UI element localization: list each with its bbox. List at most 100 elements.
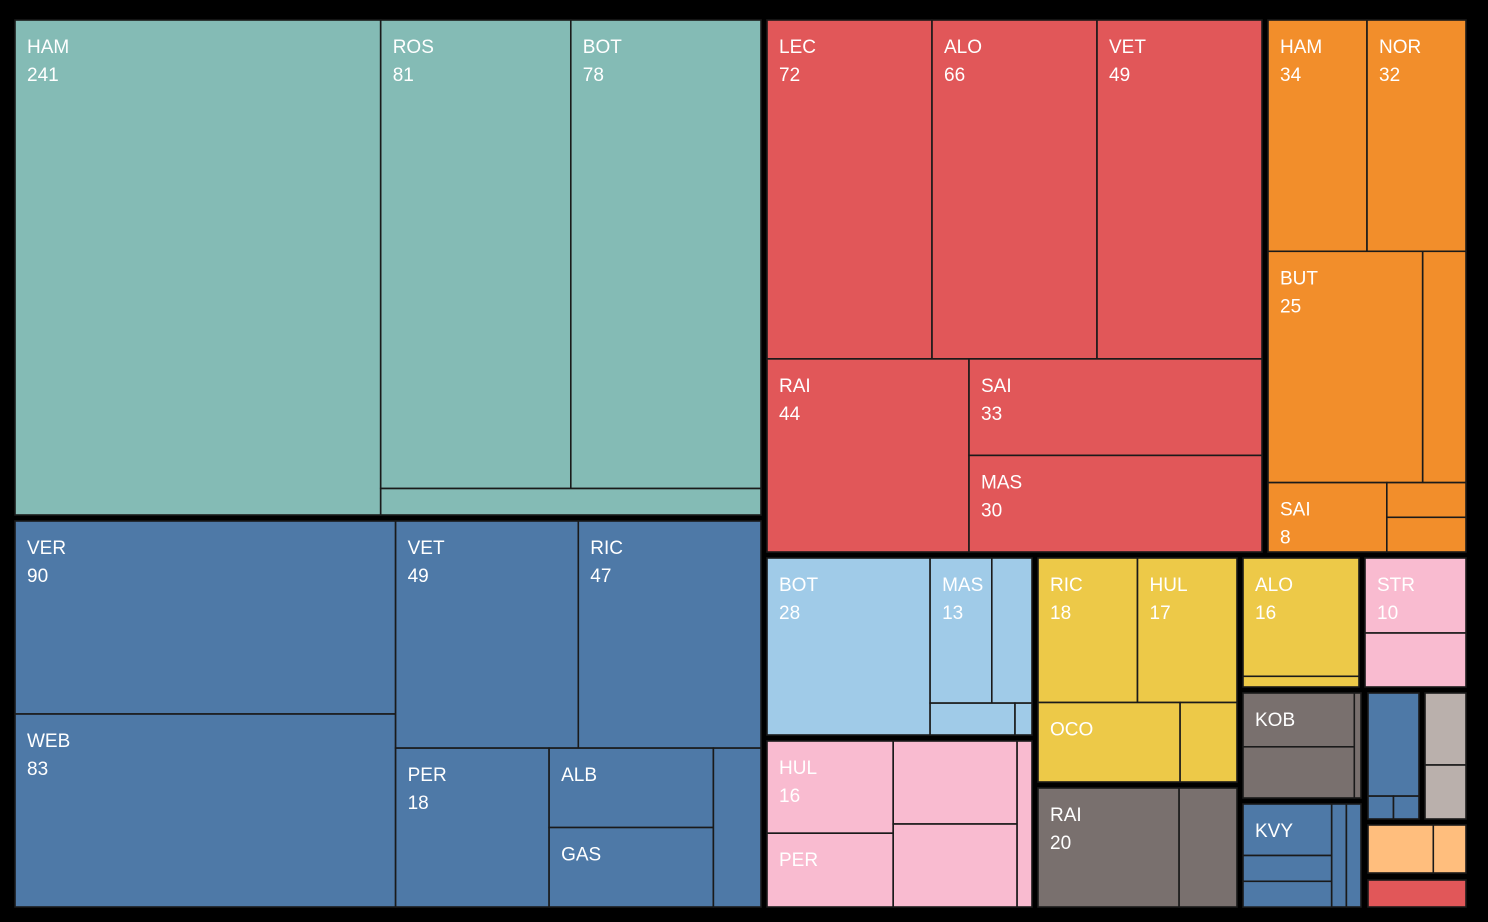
- treemap-group: RIC 18 HUL 17 OCO: [1037, 557, 1238, 783]
- treemap-cell[interactable]: [1242, 880, 1333, 908]
- treemap-cell[interactable]: [1386, 516, 1467, 553]
- treemap-cell[interactable]: [892, 740, 1018, 825]
- treemap-cell[interactable]: [1424, 764, 1467, 820]
- treemap-cell[interactable]: [1267, 19, 1368, 253]
- cell-value: 72: [779, 65, 800, 86]
- treemap-group: RAI 20: [1037, 787, 1238, 908]
- treemap-cell[interactable]: [1242, 557, 1360, 678]
- treemap-cell[interactable]: [1364, 557, 1467, 634]
- treemap-cell[interactable]: [1242, 854, 1333, 883]
- treemap-group: BOT 28 MAS 13: [766, 557, 1033, 736]
- treemap-cell[interactable]: [548, 826, 715, 908]
- treemap-cell[interactable]: [1014, 702, 1033, 736]
- treemap-cell[interactable]: [712, 747, 762, 908]
- treemap-cell[interactable]: [1353, 692, 1362, 799]
- treemap-cell[interactable]: [1421, 250, 1467, 484]
- treemap-group: KOB: [1242, 692, 1362, 799]
- treemap-cell[interactable]: [1367, 824, 1435, 874]
- treemap-group: LEC 72 ALO 66 VET 49 RAI 44 SAI 33 MAS 30: [766, 19, 1263, 553]
- treemap-cell[interactable]: [766, 358, 970, 553]
- treemap-group: VER 90 WEB 83 VET 49 RIC 47 PER 18 ALB GAS: [14, 520, 762, 908]
- treemap-cell[interactable]: [1178, 787, 1238, 908]
- treemap-cell[interactable]: [1037, 701, 1181, 783]
- treemap-cell[interactable]: [1242, 745, 1356, 799]
- cell-value: 16: [779, 786, 800, 807]
- treemap-cell[interactable]: [1330, 803, 1348, 908]
- cell-value: 90: [27, 566, 48, 587]
- treemap-group: HAM 34 NOR 32 BUT 25 SAI 8: [1267, 19, 1467, 553]
- treemap-cell[interactable]: [1242, 692, 1356, 748]
- treemap-cell[interactable]: [766, 740, 894, 834]
- treemap-cell[interactable]: [569, 19, 762, 490]
- treemap-cell[interactable]: [577, 520, 762, 749]
- cell-value: 49: [1109, 65, 1130, 86]
- cell-value: 20: [1050, 833, 1071, 854]
- cell-label: NOR: [1379, 37, 1421, 58]
- cell-label: VET: [1109, 37, 1146, 58]
- treemap-cell[interactable]: [1432, 824, 1467, 874]
- treemap-cell[interactable]: [1096, 19, 1263, 360]
- treemap-group: STR 10: [1364, 557, 1467, 688]
- cell-label: LEC: [779, 37, 816, 58]
- treemap-cell[interactable]: [14, 520, 397, 715]
- treemap-cell[interactable]: [1016, 740, 1033, 908]
- treemap-cell[interactable]: [968, 358, 1263, 457]
- treemap-cell[interactable]: [548, 747, 715, 829]
- treemap-cell[interactable]: [766, 557, 931, 736]
- cell-label: WEB: [27, 731, 70, 752]
- treemap-cell[interactable]: [1424, 692, 1467, 766]
- cell-label: ROS: [393, 37, 434, 58]
- cell-value: 78: [583, 65, 604, 86]
- treemap-cell[interactable]: [931, 19, 1098, 360]
- cell-value: 28: [779, 603, 800, 624]
- treemap-cell[interactable]: [394, 520, 580, 749]
- treemap-cell[interactable]: [1037, 557, 1139, 704]
- treemap-cell[interactable]: [968, 454, 1263, 553]
- treemap-cell[interactable]: [1242, 675, 1360, 688]
- treemap-cell[interactable]: [14, 19, 382, 516]
- cell-value: 8: [1280, 528, 1291, 549]
- treemap-group: HAM 241 ROS 81 BOT 78: [14, 19, 762, 516]
- treemap-cell[interactable]: [990, 557, 1033, 704]
- treemap-cell[interactable]: [379, 19, 572, 490]
- cell-label: RAI: [1050, 805, 1082, 826]
- treemap-cell[interactable]: [14, 713, 397, 908]
- cell-label: BOT: [583, 37, 622, 58]
- cell-value: 34: [1280, 65, 1302, 86]
- cell-label: OCO: [1050, 720, 1093, 741]
- treemap-cell[interactable]: [929, 702, 1016, 736]
- treemap-cell[interactable]: [1242, 803, 1333, 857]
- cell-value: 44: [779, 404, 801, 425]
- cell-value: 10: [1377, 603, 1398, 624]
- treemap-cell[interactable]: [1364, 632, 1467, 688]
- treemap-cell[interactable]: [1267, 250, 1424, 484]
- treemap-group: HUL 16 PER: [766, 740, 1033, 908]
- cell-label: BUT: [1280, 268, 1318, 289]
- cell-value: 33: [981, 404, 1002, 425]
- treemap-cell[interactable]: [1386, 481, 1467, 519]
- treemap-cell[interactable]: [1037, 787, 1180, 908]
- treemap-cell[interactable]: [766, 19, 933, 360]
- treemap-cell[interactable]: [1367, 879, 1467, 908]
- cell-label: GAS: [561, 845, 601, 866]
- treemap-cell[interactable]: [1345, 803, 1362, 908]
- treemap-cell[interactable]: [1367, 795, 1395, 820]
- cell-value: 32: [1379, 65, 1400, 86]
- treemap-cell[interactable]: [1136, 557, 1238, 704]
- treemap-cell[interactable]: [892, 823, 1018, 908]
- treemap-group: [1367, 824, 1467, 874]
- cell-label: ALO: [1255, 575, 1293, 596]
- treemap-group: [1367, 692, 1420, 820]
- treemap-cell[interactable]: [394, 747, 550, 908]
- cell-label: SAI: [981, 376, 1012, 397]
- treemap-group: [1424, 692, 1467, 820]
- cell-label: KOB: [1255, 710, 1295, 731]
- treemap-cell[interactable]: [1392, 795, 1420, 820]
- treemap-group: KVY: [1242, 803, 1362, 908]
- treemap-cell[interactable]: [1179, 701, 1238, 783]
- treemap-cell[interactable]: [1367, 692, 1420, 797]
- cell-label: PER: [408, 765, 447, 786]
- treemap-cell[interactable]: [379, 487, 762, 516]
- treemap-cell[interactable]: [766, 832, 894, 908]
